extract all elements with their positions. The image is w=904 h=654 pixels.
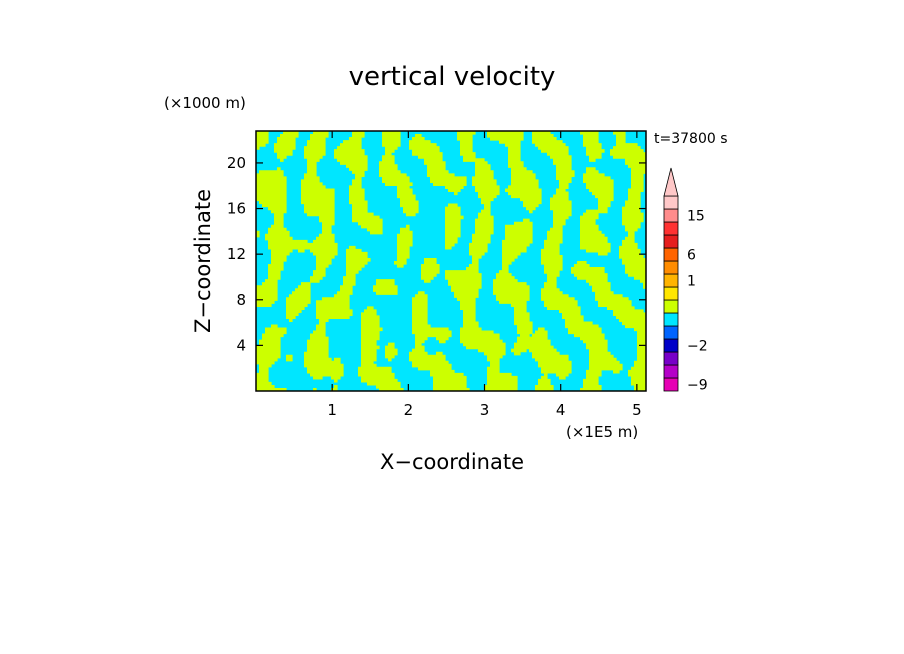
x-unit-label: (×1E5 m) <box>566 423 638 441</box>
colorbar-segment <box>663 299 679 314</box>
x-tick-label: 5 <box>632 401 642 419</box>
plot-frame <box>255 130 647 392</box>
colorbar-segment <box>663 364 679 379</box>
y-tick-label: 4 <box>236 336 246 354</box>
colorbar-segment <box>663 286 679 301</box>
x-tick-label: 3 <box>480 401 490 419</box>
colorbar: 15 6 1 −2 −9 <box>663 167 708 394</box>
time-label: t=37800 s <box>654 131 728 147</box>
colorbar-segment <box>663 312 679 327</box>
colorbar-segment <box>663 377 679 392</box>
colorbar-segment <box>663 208 679 223</box>
colorbar-segment <box>663 234 679 249</box>
y-axis: 4 8 12 16 20 <box>227 154 646 354</box>
y-axis-label: Z−coordinate <box>191 189 215 333</box>
colorbar-tick-label: −2 <box>687 339 708 355</box>
x-tick-label: 4 <box>556 401 566 419</box>
colorbar-segment <box>663 247 679 262</box>
colorbar-tick-label: −9 <box>687 378 708 394</box>
y-tick-label: 12 <box>227 245 246 263</box>
colorbar-tick-label: 15 <box>687 209 705 225</box>
y-tick-label: 20 <box>227 154 246 172</box>
colorbar-segment <box>663 260 679 275</box>
colorbar-segment <box>663 221 679 236</box>
x-axis-label: X−coordinate <box>380 450 524 474</box>
colorbar-tick-label: 6 <box>687 248 696 264</box>
y-tick-label: 16 <box>227 200 246 218</box>
colorbar-segment <box>663 273 679 288</box>
chart-title: vertical velocity <box>349 62 556 92</box>
colorbar-segment <box>663 195 679 210</box>
velocity-field <box>256 131 646 391</box>
x-tick-label: 1 <box>327 401 337 419</box>
field-positive-region <box>256 131 646 391</box>
y-tick-label: 8 <box>236 291 246 309</box>
colorbar-extend-arrow <box>663 167 679 197</box>
y-unit-label: (×1000 m) <box>164 94 246 112</box>
colorbar-segment <box>663 351 679 366</box>
colorbar-segment <box>663 338 679 353</box>
x-tick-label: 2 <box>404 401 414 419</box>
colorbar-segment <box>663 325 679 340</box>
x-axis: 1 2 3 4 5 <box>327 131 642 419</box>
colorbar-tick-label: 1 <box>687 274 696 290</box>
